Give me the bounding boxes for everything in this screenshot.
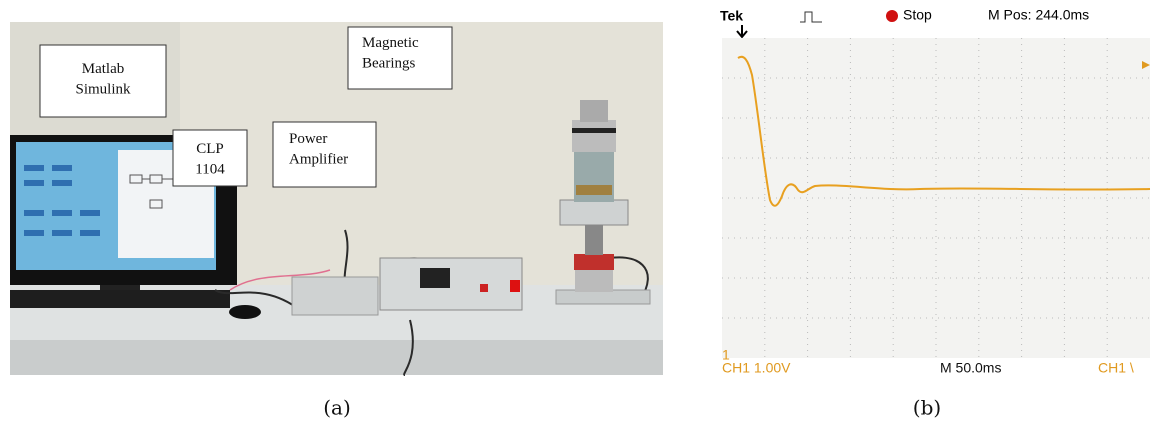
scope-position: M Pos: 244.0ms <box>988 7 1089 23</box>
channel-scale: CH1 1.00V <box>722 360 791 376</box>
stop-icon <box>886 10 898 22</box>
caption: (a) <box>323 396 351 420</box>
trace <box>737 55 1151 207</box>
scope-brand: Tek <box>720 8 743 24</box>
label: Magnetic Bearings <box>362 35 419 71</box>
label: Matlab Simulink <box>75 61 131 97</box>
timebase: M 50.0ms <box>940 360 1001 376</box>
channel-marker: 1 <box>722 347 730 363</box>
label-box <box>347 26 453 90</box>
scope: Tek Stop M Pos: 244.0ms 1 CH1 1.00V M 50… <box>720 7 1151 376</box>
scope-state: Stop <box>903 7 932 23</box>
label-box <box>172 129 248 187</box>
scope-screen <box>722 38 1150 358</box>
label: CLP 1104 <box>195 141 225 177</box>
label: Power Amplifier <box>289 131 348 167</box>
trigger: CH1 \ <box>1098 360 1134 376</box>
label-box <box>39 44 167 118</box>
label-boxes: Matlab Simulink CLP 1104 Power Amplifier Ma… <box>39 26 453 188</box>
caption: (b) <box>913 396 941 420</box>
label-box <box>272 121 377 188</box>
pulse-icon <box>800 11 822 23</box>
